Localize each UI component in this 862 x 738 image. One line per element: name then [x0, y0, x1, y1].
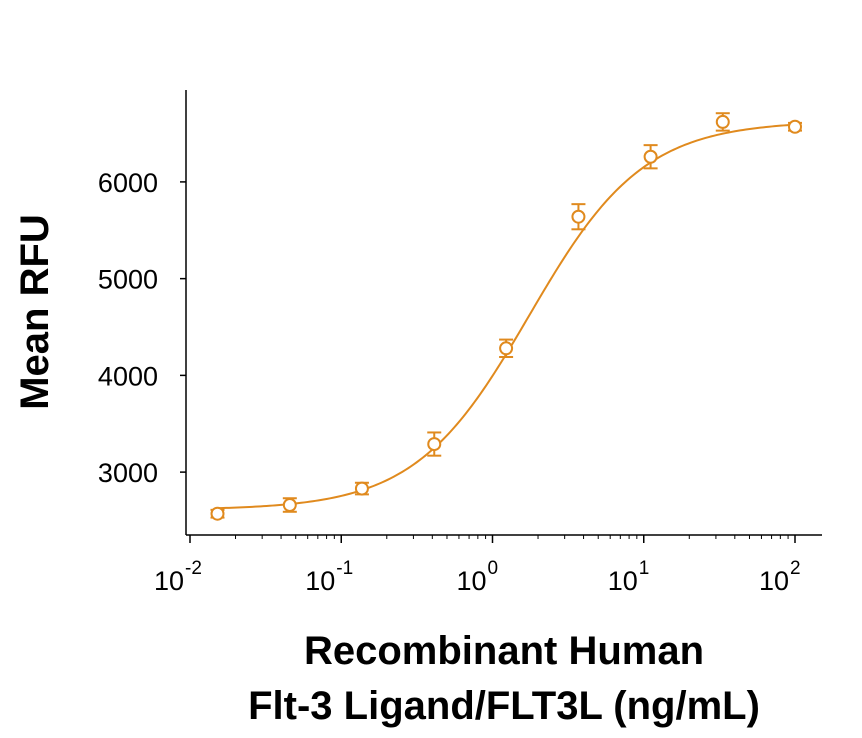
x-tick-label: 10 0	[456, 558, 498, 596]
x-tick-base: 10	[456, 566, 486, 596]
point-marker	[788, 119, 802, 134]
y-tick-label: 6000	[98, 168, 158, 198]
y-axis-title: Mean RFU	[13, 214, 57, 410]
x-tick-exponent: 0	[488, 558, 499, 579]
data-point	[643, 144, 658, 170]
point-marker	[643, 149, 658, 164]
x-tick-label: 10 -1	[305, 558, 353, 596]
data-point	[788, 119, 802, 134]
fit-curve	[217, 123, 796, 510]
x-tick-base: 10	[759, 566, 789, 596]
x-tick-exponent: 1	[639, 558, 650, 579]
data-point	[571, 203, 586, 231]
point-marker	[499, 341, 514, 356]
point-marker	[210, 506, 225, 521]
y-tick-label: 3000	[98, 458, 158, 488]
point-marker	[571, 209, 586, 224]
axes	[180, 90, 822, 543]
fit-curve-layer	[217, 123, 796, 510]
x-tick-label: 10 1	[608, 558, 650, 596]
x-tick-exponent: -2	[185, 558, 202, 579]
point-marker	[354, 481, 369, 496]
x-tick-base: 10	[608, 566, 638, 596]
y-tick-label: 4000	[98, 361, 158, 391]
x-axis-title-line: Flt-3 Ligand/FLT3L (ng/mL)	[248, 684, 760, 728]
point-marker	[427, 437, 442, 452]
data-point	[715, 112, 730, 132]
data-point	[499, 338, 514, 358]
x-tick-exponent: -1	[336, 558, 353, 579]
data-point	[282, 497, 297, 513]
x-axis-title-line: Recombinant Human	[304, 629, 704, 673]
data-point	[427, 431, 442, 457]
x-tick-label: 10 -2	[154, 558, 202, 596]
x-tick-label: 10 2	[759, 558, 801, 596]
x-tick-base: 10	[305, 566, 335, 596]
x-tick-exponent: 2	[790, 558, 801, 579]
point-marker	[282, 498, 297, 513]
y-tick-label: 5000	[98, 265, 158, 295]
data-points-layer	[210, 112, 802, 521]
x-tick-base: 10	[154, 566, 184, 596]
data-point	[210, 506, 225, 521]
data-point	[354, 481, 369, 496]
point-marker	[715, 114, 730, 129]
